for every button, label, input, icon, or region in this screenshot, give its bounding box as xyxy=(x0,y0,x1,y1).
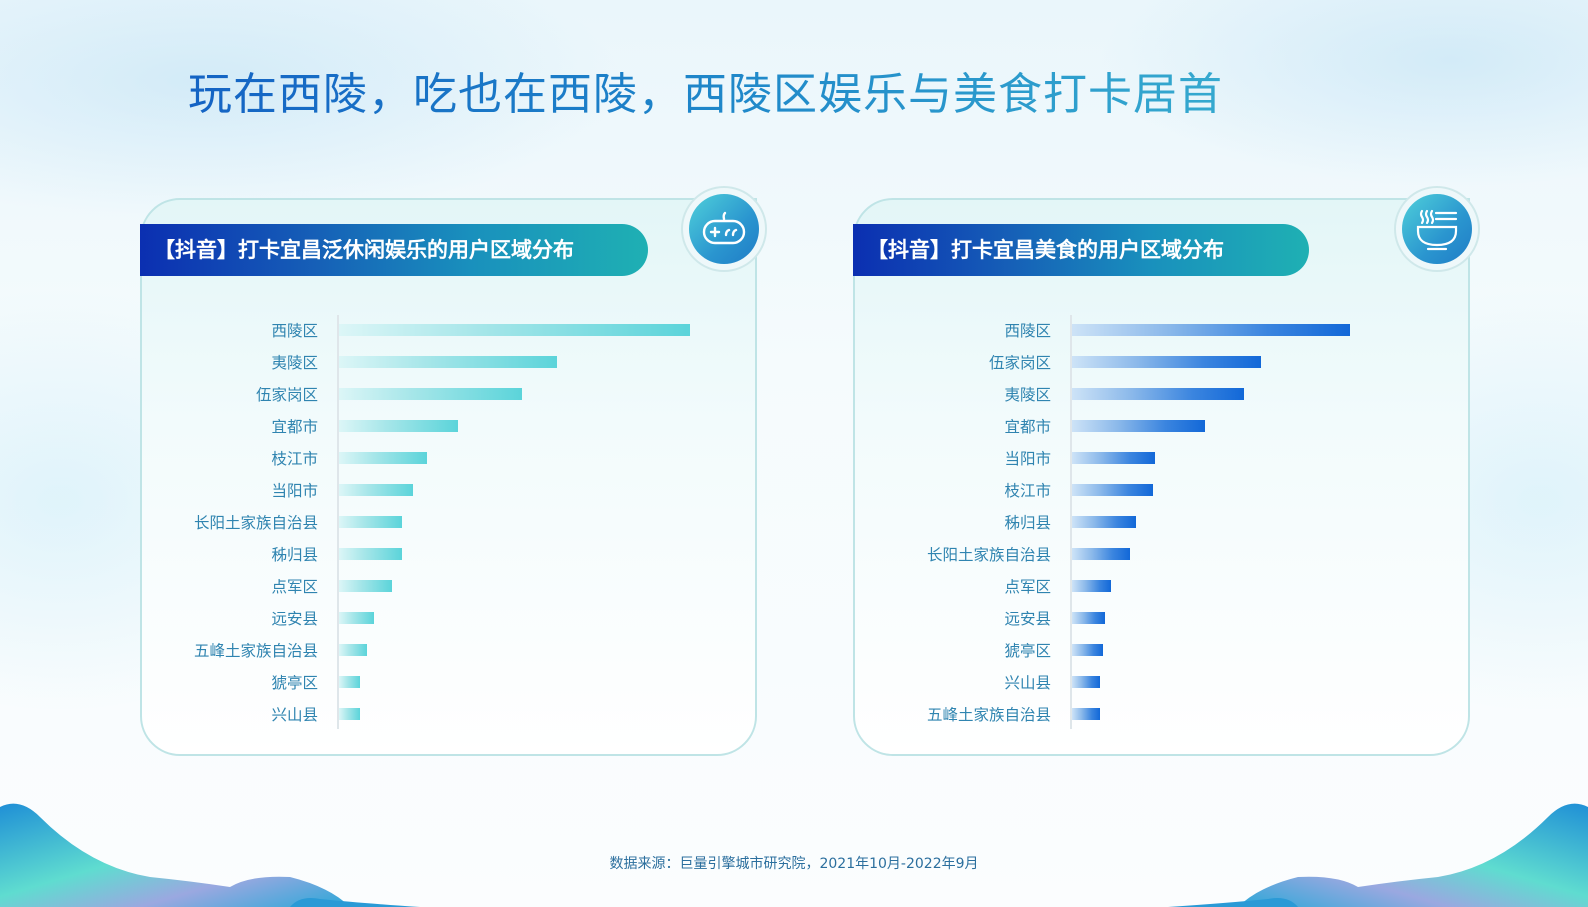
category-label: 西陵区 xyxy=(271,322,318,340)
decorative-wave-right xyxy=(1168,803,1588,907)
bar xyxy=(1072,548,1131,560)
bar xyxy=(339,548,403,560)
bar xyxy=(339,516,403,528)
category-label: 宜都市 xyxy=(1004,418,1051,436)
bar xyxy=(339,452,427,464)
bar xyxy=(339,356,557,368)
category-label: 点军区 xyxy=(271,578,318,596)
category-label: 猇亭区 xyxy=(1004,642,1051,660)
category-label: 猇亭区 xyxy=(271,674,318,692)
category-label: 宜都市 xyxy=(271,418,318,436)
bar xyxy=(339,484,413,496)
category-label: 伍家岗区 xyxy=(988,354,1051,372)
category-label: 长阳土家族自治县 xyxy=(926,546,1051,564)
bar xyxy=(1072,516,1136,528)
category-label: 枝江市 xyxy=(1004,482,1051,500)
category-label: 当阳市 xyxy=(1004,450,1051,468)
bar xyxy=(339,676,361,688)
bar xyxy=(339,388,522,400)
badge xyxy=(681,186,767,272)
bar xyxy=(339,580,392,592)
category-label: 当阳市 xyxy=(271,482,318,500)
category-label: 秭归县 xyxy=(1004,514,1051,532)
category-label: 西陵区 xyxy=(1004,322,1051,340)
category-label: 兴山县 xyxy=(271,706,318,724)
noodle-bowl-icon xyxy=(1402,194,1472,264)
category-label: 兴山县 xyxy=(1004,674,1051,692)
bar xyxy=(339,612,375,624)
bar xyxy=(1072,612,1106,624)
category-label: 伍家岗区 xyxy=(255,386,318,404)
badge xyxy=(1394,186,1480,272)
category-label: 点军区 xyxy=(1004,578,1051,596)
bar xyxy=(1072,676,1100,688)
bar xyxy=(339,644,368,656)
bar xyxy=(1072,420,1206,432)
bar xyxy=(1072,644,1103,656)
bar xyxy=(1072,356,1262,368)
entertainment-chart-panel: 【抖音】打卡宜昌泛休闲娱乐的用户区域分布 西陵区夷陵区伍家岗区宜都市枝江市当阳市… xyxy=(140,186,767,756)
gamepad-icon xyxy=(689,194,759,264)
bar xyxy=(339,420,459,432)
decorative-wave-left xyxy=(0,803,420,907)
category-label: 五峰土家族自治县 xyxy=(193,642,318,660)
category-label: 枝江市 xyxy=(271,450,318,468)
bar xyxy=(339,708,361,720)
bar xyxy=(1072,580,1111,592)
y-axis-line xyxy=(337,315,339,729)
bar xyxy=(1072,708,1100,720)
bar xyxy=(1072,324,1350,336)
bar xyxy=(339,324,690,336)
page-title: 玩在西陵，吃也在西陵，西陵区娱乐与美食打卡居首 xyxy=(188,58,1223,122)
bar xyxy=(1072,452,1156,464)
bar xyxy=(1072,388,1245,400)
category-label: 夷陵区 xyxy=(1004,386,1051,404)
category-label: 五峰土家族自治县 xyxy=(926,706,1051,724)
category-label: 夷陵区 xyxy=(271,354,318,372)
food-chart-panel: 【抖音】打卡宜昌美食的用户区域分布 西陵区伍家岗区夷陵区宜都市当阳市枝江市秭归县… xyxy=(853,186,1480,756)
category-label: 秭归县 xyxy=(271,546,318,564)
panel-title: 【抖音】打卡宜昌美食的用户区域分布 xyxy=(853,224,1309,276)
y-axis-line xyxy=(1070,315,1072,729)
panel-title: 【抖音】打卡宜昌泛休闲娱乐的用户区域分布 xyxy=(140,224,648,276)
data-source-note: 数据来源：巨量引擎城市研究院，2021年10月-2022年9月 xyxy=(609,856,979,872)
category-label: 远安县 xyxy=(1004,610,1051,628)
bar xyxy=(1072,484,1153,496)
category-label: 远安县 xyxy=(271,610,318,628)
category-label: 长阳土家族自治县 xyxy=(193,514,318,532)
